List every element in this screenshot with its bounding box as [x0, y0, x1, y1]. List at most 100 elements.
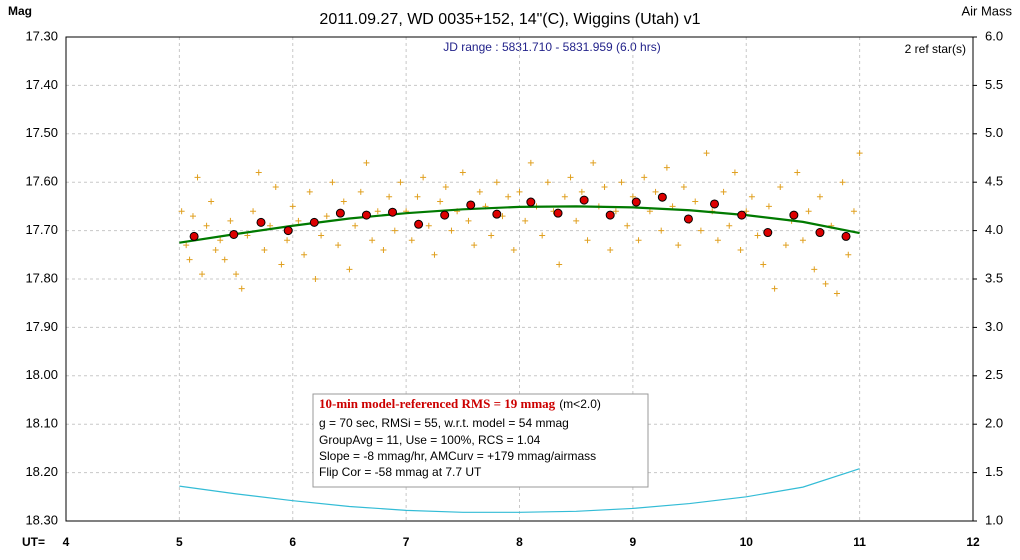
average-point: [440, 210, 450, 220]
average-point: [526, 197, 536, 207]
stats-line: g = 70 sec, RMSi = 55, w.r.t. model = 54…: [319, 416, 569, 430]
plus-point: [203, 222, 210, 229]
average-point: [579, 195, 589, 205]
stats-title-note: (m<2.0): [559, 397, 601, 411]
x-tick-label: 10: [740, 535, 754, 549]
average-point: [605, 210, 615, 220]
plus-point: [612, 208, 619, 215]
average-point: [229, 229, 239, 239]
plus-point: [374, 208, 381, 215]
y-tick-label: 17.30: [25, 28, 58, 43]
plus-point: [680, 184, 687, 191]
average-point: [492, 209, 502, 219]
chart-title: 2011.09.27, WD 0035+152, 14"(C), Wiggins…: [319, 11, 700, 28]
plus-point: [782, 242, 789, 249]
average-point: [189, 231, 199, 241]
plus-point: [408, 237, 415, 244]
plus-point: [217, 237, 224, 244]
plus-point: [284, 237, 291, 244]
plus-point: [816, 193, 823, 200]
plus-point: [194, 174, 201, 181]
y2-tick-label: 4.5: [985, 174, 1003, 189]
plus-point: [675, 242, 682, 249]
plus-point: [748, 193, 755, 200]
y-tick-label: 17.70: [25, 222, 58, 237]
note: 2 ref star(s): [905, 42, 966, 56]
plus-point: [414, 193, 421, 200]
stats-title: 10-min model-referenced RMS = 19 mmag: [319, 396, 556, 411]
average-point: [414, 219, 424, 229]
plus-point: [357, 188, 364, 195]
plus-point: [352, 222, 359, 229]
y-tick-label: 17.90: [25, 319, 58, 334]
plus-point: [363, 159, 370, 166]
x-tick-label: 4: [63, 535, 70, 549]
plus-point: [618, 179, 625, 186]
x-tick-label: 11: [853, 535, 866, 549]
plus-point: [765, 203, 772, 210]
y2-tick-label: 4.0: [985, 222, 1003, 237]
y2-axis-label: Air Mass: [961, 3, 1012, 18]
x-tick-label: 6: [289, 535, 296, 549]
y2-tick-label: 1.5: [985, 464, 1003, 479]
plus-point: [743, 208, 750, 215]
average-point: [815, 228, 825, 238]
plus-point: [607, 246, 614, 253]
plus-point: [731, 169, 738, 176]
stats-box: 10-min model-referenced RMS = 19 mmag (m<…: [312, 393, 649, 488]
plus-point: [186, 256, 193, 263]
average-point: [283, 226, 293, 236]
x-tick-label: 9: [630, 535, 637, 549]
plus-point: [295, 217, 302, 224]
plus-point: [212, 246, 219, 253]
plus-point: [833, 290, 840, 297]
x-tick-label: 7: [403, 535, 410, 549]
average-point: [361, 210, 371, 220]
y2-tick-label: 2.0: [985, 416, 1003, 431]
plus-point: [561, 193, 568, 200]
plus-point: [544, 179, 551, 186]
stats-line: Slope = -8 mmag/hr, AMCurv = +179 mmag/a…: [319, 449, 596, 463]
plus-point: [380, 246, 387, 253]
plus-point: [822, 280, 829, 287]
plus-point: [391, 227, 398, 234]
plus-point: [794, 169, 801, 176]
plus-point: [527, 159, 534, 166]
y-tick-label: 18.10: [25, 416, 58, 431]
plus-point: [522, 217, 529, 224]
plus-point: [590, 159, 597, 166]
plus-point: [476, 188, 483, 195]
average-point: [683, 214, 693, 224]
y2-tick-label: 3.0: [985, 319, 1003, 334]
plus-point: [505, 193, 512, 200]
plus-point: [556, 261, 563, 268]
plus-point: [306, 188, 313, 195]
plus-point: [397, 179, 404, 186]
plus-point: [221, 256, 228, 263]
stats-line: Flip Cor = -58 mmag at 7.7 UT: [319, 465, 482, 479]
y2-tick-label: 3.5: [985, 270, 1003, 285]
plus-point: [471, 242, 478, 249]
plus-point: [714, 237, 721, 244]
plus-point: [261, 246, 268, 253]
plus-point: [692, 198, 699, 205]
plus-point: [318, 232, 325, 239]
plus-point: [624, 222, 631, 229]
plus-point: [437, 198, 444, 205]
plus-point: [340, 198, 347, 205]
plus-point: [845, 251, 852, 258]
average-point: [841, 231, 851, 241]
model-line: [179, 205, 860, 244]
plus-point: [652, 188, 659, 195]
plus-point: [289, 203, 296, 210]
average-point: [388, 207, 398, 217]
plus-point: [578, 188, 585, 195]
plus-point: [178, 208, 185, 215]
plus-point: [267, 222, 274, 229]
y2-tick-label: 2.5: [985, 367, 1003, 382]
average-point: [737, 210, 747, 220]
plus-point: [442, 184, 449, 191]
plus-point: [703, 150, 710, 157]
plus-point: [811, 266, 818, 273]
